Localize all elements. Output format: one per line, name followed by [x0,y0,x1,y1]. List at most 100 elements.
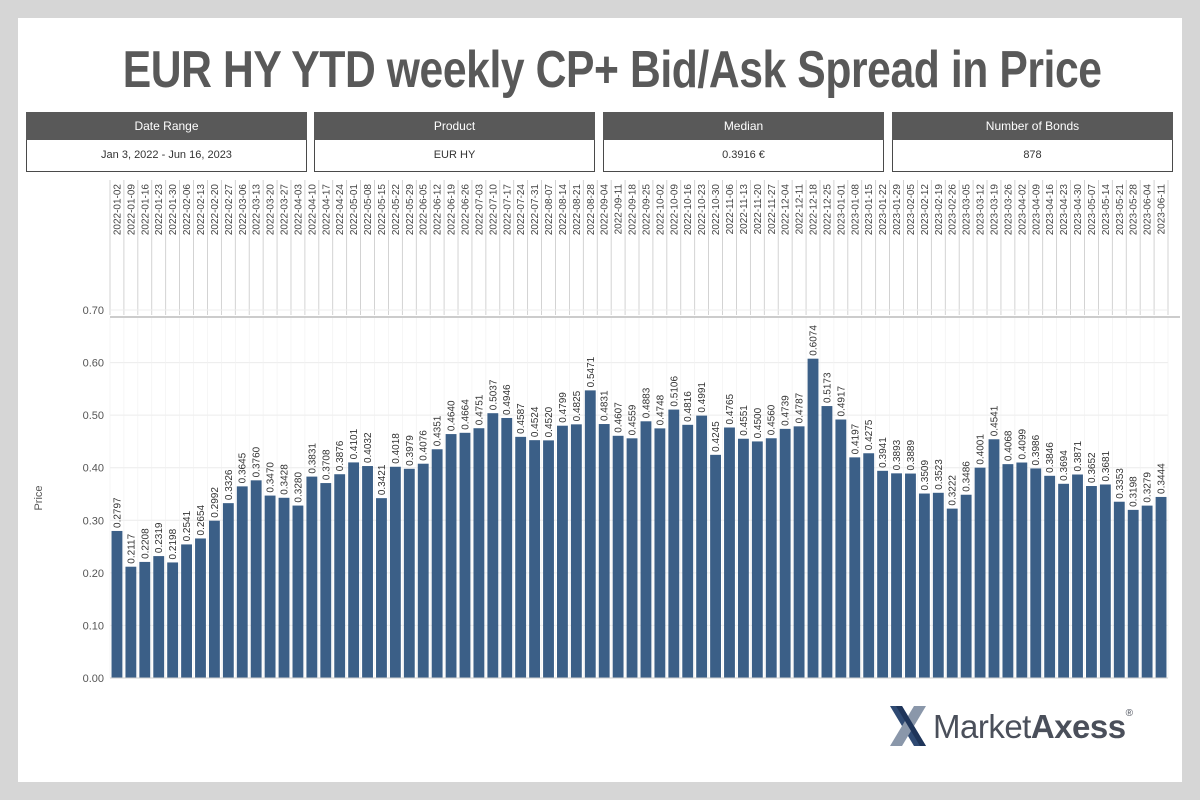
data-label: 0.3509 [920,460,931,491]
data-label: 0.3986 [1031,434,1042,465]
x-tick-label: 2022-02-20 [210,184,221,236]
data-label: 0.4787 [795,392,806,423]
y-tick-label: 0.00 [83,673,104,685]
bar [737,438,749,678]
data-label: 0.3846 [1045,442,1056,473]
x-tick-label: 2022-08-21 [572,184,583,236]
data-label: 0.4500 [753,407,764,438]
data-label: 0.2208 [140,528,151,559]
x-tick-label: 2023-04-16 [1045,184,1056,236]
bar [988,439,1000,678]
bar [403,468,415,678]
x-tick-label: 2022-08-28 [586,184,597,236]
bar [849,457,861,678]
data-label: 0.5106 [669,376,680,407]
data-label: 0.5037 [488,379,499,410]
x-tick-label: 2022-05-08 [363,184,374,236]
bar [1086,486,1097,678]
bar [445,434,457,678]
x-tick-label: 2022-01-02 [112,184,123,236]
data-label: 0.5471 [586,356,597,387]
product-card: Product EUR HY [314,112,595,172]
bar [501,417,513,678]
bar [960,494,972,678]
bar [1044,475,1056,678]
date-range-card: Date Range Jan 3, 2022 - Jun 16, 2023 [26,112,307,172]
bar [264,495,276,678]
date-range-label: Date Range [26,112,307,140]
data-label: 0.3708 [321,449,332,480]
number-of-bonds-value: 878 [892,140,1173,172]
data-label: 0.3222 [948,475,959,506]
x-tick-label: 2022-04-10 [307,184,318,236]
bar [320,483,332,678]
y-tick-label: 0.10 [83,620,104,632]
data-label: 0.2319 [154,522,165,553]
x-tick-label: 2022-05-01 [349,184,360,236]
y-tick-label: 0.70 [83,305,104,317]
bar [111,530,123,678]
x-tick-label: 2022-03-06 [238,184,249,236]
bar [195,538,206,678]
y-tick-label: 0.30 [83,515,104,527]
data-label: 0.4018 [391,433,402,464]
bar [529,440,541,678]
data-label: 0.3421 [377,464,388,495]
data-label: 0.4197 [850,423,861,454]
data-label: 0.3279 [1143,472,1154,503]
data-label: 0.4607 [614,402,625,433]
number-of-bonds-card: Number of Bonds 878 [892,112,1173,172]
data-label: 0.4831 [600,390,611,421]
data-label: 0.3428 [280,464,291,495]
x-tick-label: 2022-07-10 [488,184,499,236]
bar [626,438,638,678]
x-tick-label: 2022-07-24 [516,184,527,236]
bar [473,428,485,678]
x-tick-label: 2022-10-09 [669,184,680,236]
data-label: 0.4917 [836,385,847,416]
bar [153,556,165,678]
bar [821,406,833,678]
x-tick-label: 2022-01-09 [126,184,137,236]
data-label: 0.4245 [711,421,722,452]
bar [208,520,220,678]
data-label: 0.3831 [307,443,318,474]
data-label: 0.3470 [266,462,277,493]
marketaxess-logo: MarketAxess® [888,704,1158,748]
x-tick-label: 2022-03-27 [280,184,291,236]
x-tick-label: 2022-03-13 [252,184,263,236]
bar [724,427,735,678]
bar [835,419,847,678]
bar [1016,462,1028,678]
bar [515,436,527,678]
data-label: 0.3486 [962,461,973,492]
data-label: 0.4799 [558,392,569,423]
x-tick-label: 2023-01-15 [864,184,875,236]
x-tick-label: 2023-05-21 [1115,184,1126,236]
bar [348,462,360,678]
data-label: 0.5173 [822,372,833,403]
bar [139,561,151,678]
x-tick-label: 2022-03-20 [266,184,277,236]
data-label: 0.4559 [628,404,639,435]
bar [710,454,721,678]
data-label: 0.3353 [1115,468,1126,499]
bar [376,498,387,678]
x-tick-label: 2023-03-12 [976,184,987,236]
data-label: 0.3198 [1129,476,1140,507]
data-label: 0.4825 [572,390,583,421]
x-tick-label: 2023-01-01 [836,184,847,236]
data-label: 0.2117 [126,533,137,563]
bar [696,415,708,678]
bar [1030,468,1042,678]
x-tick-label: 2022-04-17 [321,184,332,236]
data-label: 0.4551 [739,405,750,436]
data-label: 0.4068 [1003,430,1014,461]
y-tick-label: 0.40 [83,463,104,475]
x-tick-label: 2023-02-26 [948,184,959,236]
data-label: 0.4524 [530,406,541,437]
bar [1141,505,1153,678]
x-tick-label: 2022-12-18 [809,184,820,236]
x-tick-label: 2022-05-15 [377,184,388,236]
x-tick-label: 2022-06-19 [447,184,458,236]
